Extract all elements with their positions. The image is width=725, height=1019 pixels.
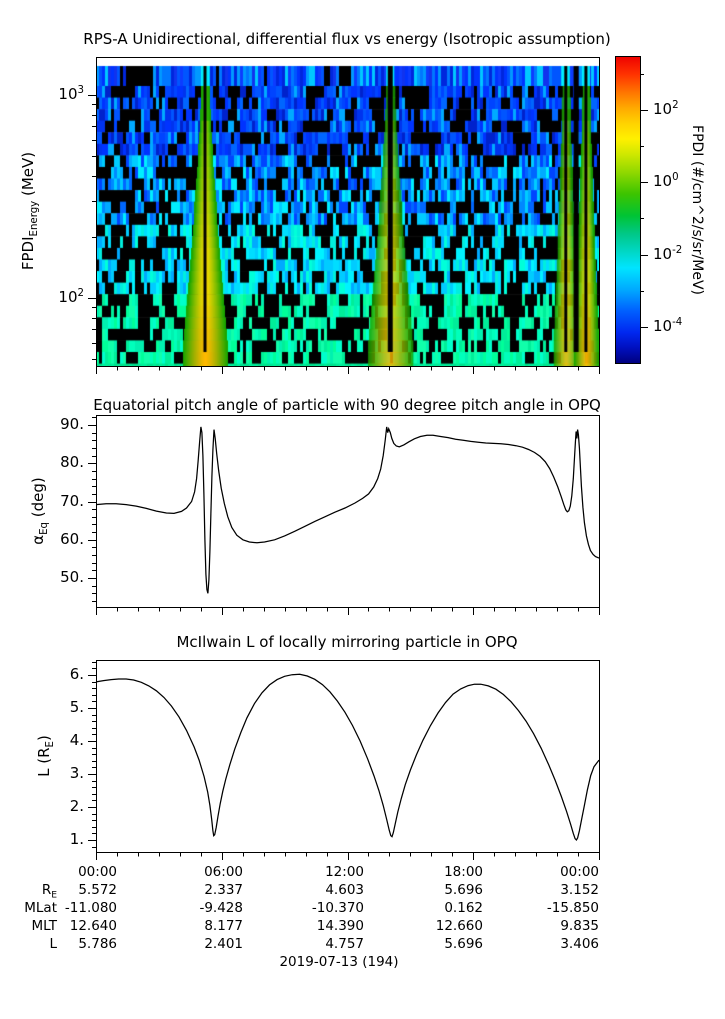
colorbar-tick-label: 100	[653, 172, 679, 191]
footer-value: 3.152	[560, 882, 599, 898]
colorbar-tick-label: 10-4	[653, 316, 683, 335]
footer-value: 5.786	[78, 936, 117, 952]
footer-row-label: L	[49, 936, 57, 952]
footer-value: 4.603	[325, 882, 364, 898]
pitch-angle-y-tick-label: 50.	[60, 568, 84, 586]
mcilwain-l-curve	[95, 673, 600, 842]
pitch-angle-y-tick-label: 60.	[60, 529, 84, 548]
mcilwain-l-y-tick-label: 3.	[69, 764, 84, 782]
pitch-angle-curve	[95, 426, 600, 594]
footer-value: 4.757	[325, 936, 364, 952]
footer-value: 9.835	[560, 918, 599, 934]
footer-value: -10.370	[311, 900, 364, 916]
footer-value: 5.572	[78, 882, 117, 898]
spectrogram-y-tick-label: 102	[58, 288, 84, 306]
pitch-angle-y-tick-label: 70.	[60, 491, 84, 510]
footer-value: 2.401	[204, 936, 243, 952]
spectrogram-y-tick-label: 103	[58, 85, 84, 103]
pitch-angle-y-tick-label: 80.	[60, 453, 84, 472]
colorbar-unit-label: FPDI (#/cm^2/s/sr/MeV)	[689, 125, 705, 295]
mcilwain-l-y-tick-label: 2.	[69, 797, 84, 815]
spectrogram-y-axis-label: FPDIEnergy (MeV)	[19, 151, 40, 271]
footer-time-label: 00:00	[78, 864, 117, 880]
footer-value: 0.162	[444, 900, 483, 916]
mcilwain-l-y-tick-label: 6.	[69, 665, 84, 683]
colorbar	[615, 56, 640, 363]
footer-time-label: 18:00	[444, 864, 483, 880]
footer-value: 2.337	[204, 882, 243, 898]
flux-spectrogram-canvas	[96, 57, 599, 366]
footer-value: 14.390	[316, 918, 364, 934]
footer-value: -11.080	[64, 900, 117, 916]
footer-value: -9.428	[199, 900, 243, 916]
footer-time-label: 06:00	[204, 864, 243, 880]
footer-value: 8.177	[204, 918, 243, 934]
footer-row-label: RE	[41, 882, 57, 901]
footer-value: 12.660	[435, 918, 483, 934]
spectrogram-title: RPS-A Unidirectional, differential flux …	[83, 30, 611, 48]
mcilwain-l-y-tick-label: 5.	[69, 698, 84, 716]
mcilwain-l-title: McIlwain L of locally mirroring particle…	[176, 633, 518, 651]
footer-time-label: 12:00	[325, 864, 364, 880]
footer-value: 5.696	[444, 882, 483, 898]
footer-time-label: 00:00	[560, 864, 599, 880]
mcilwain-l-y-tick-label: 1.	[69, 830, 84, 848]
colorbar-tick-label: 10-2	[653, 244, 683, 263]
footer-value: 5.696	[444, 936, 483, 952]
footer-value: 12.640	[69, 918, 117, 934]
pitch-angle-title: Equatorial pitch angle of particle with …	[93, 396, 601, 414]
mcilwain-l-y-tick-label: 4.	[69, 731, 84, 749]
pitch-angle-y-tick-label: 90.	[60, 415, 84, 433]
colorbar-tick-label: 102	[653, 100, 679, 119]
footer-value: 3.406	[560, 936, 599, 952]
footer-value: -15.850	[546, 900, 599, 916]
date-label: 2019-07-13 (194)	[279, 954, 399, 970]
footer-row-label: MLat	[24, 900, 57, 916]
footer-row-label: MLT	[31, 918, 57, 934]
